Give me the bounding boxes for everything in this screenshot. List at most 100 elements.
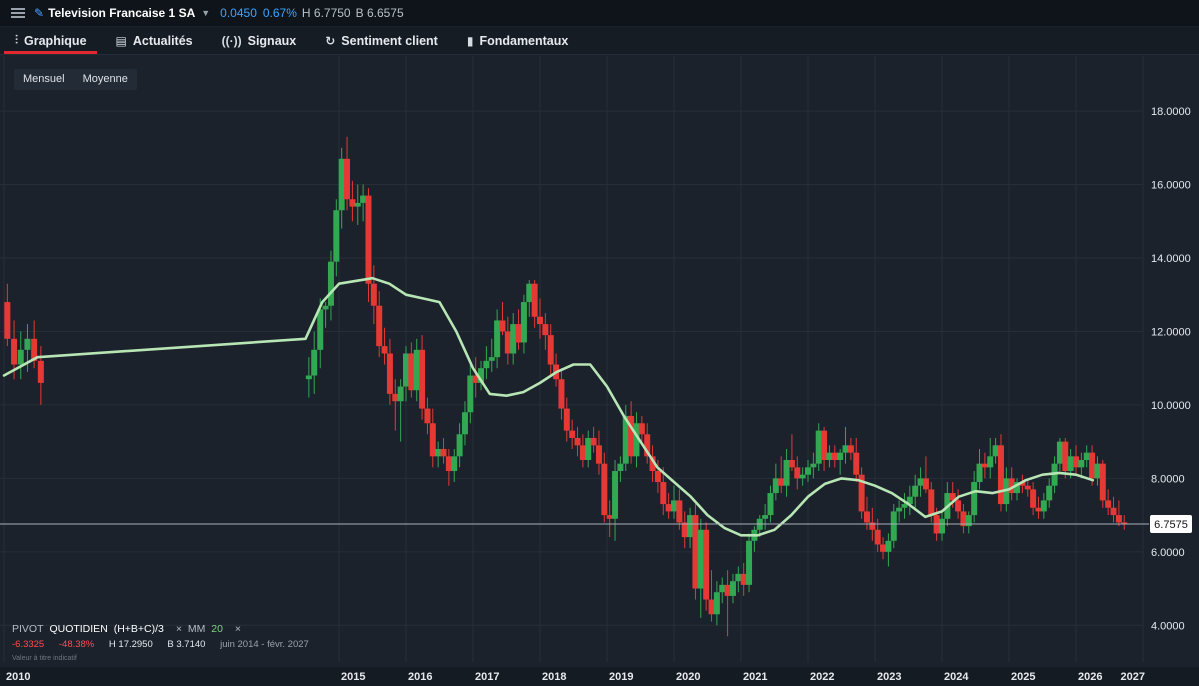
candle-body bbox=[526, 283, 533, 303]
candle-body bbox=[579, 445, 586, 460]
candle-body bbox=[365, 195, 372, 284]
tab-sentiment-client[interactable]: ↻ Sentiment client bbox=[310, 27, 452, 54]
candle bbox=[649, 445, 656, 483]
candle bbox=[922, 456, 929, 494]
tab-actualites[interactable]: ▤ Actualités bbox=[101, 27, 207, 54]
candle-body bbox=[853, 452, 860, 475]
candle bbox=[735, 566, 742, 593]
tab-fondamentaux[interactable]: ▮ Fondamentaux bbox=[452, 27, 583, 54]
candle bbox=[960, 504, 967, 534]
candle bbox=[1110, 496, 1117, 523]
candle-body bbox=[767, 493, 774, 516]
hamburger-menu-icon[interactable] bbox=[11, 8, 25, 18]
candle bbox=[628, 401, 635, 464]
candle-body bbox=[912, 485, 919, 497]
candle bbox=[778, 456, 785, 494]
candle-body bbox=[939, 518, 945, 534]
candle bbox=[563, 397, 570, 442]
candle-body bbox=[971, 482, 978, 516]
candle-body bbox=[638, 423, 645, 435]
candle bbox=[976, 448, 983, 490]
candle-body bbox=[1019, 482, 1026, 486]
candle-body bbox=[917, 478, 924, 486]
candle bbox=[703, 522, 710, 611]
tab-graphique[interactable]: ⫶ Graphique bbox=[0, 27, 101, 54]
candle-body bbox=[831, 452, 838, 460]
pivot-formula: (H+B+C)/3 bbox=[113, 623, 164, 635]
candle-body bbox=[847, 445, 854, 453]
candle bbox=[1078, 452, 1085, 479]
total-change-percent: -48.38% bbox=[58, 639, 95, 650]
candle bbox=[515, 309, 522, 350]
candle-body bbox=[810, 463, 817, 468]
interval-button[interactable]: Mensuel bbox=[23, 73, 65, 85]
candle bbox=[1105, 489, 1112, 516]
ma-label: MM bbox=[187, 623, 206, 635]
candle-body bbox=[24, 338, 31, 350]
candle-body bbox=[949, 493, 956, 501]
pencil-icon[interactable]: ✎ bbox=[34, 6, 45, 20]
candle bbox=[917, 467, 924, 497]
close-icon[interactable]: × bbox=[175, 623, 182, 635]
candle-body bbox=[906, 496, 913, 505]
candle-body bbox=[837, 452, 844, 460]
candle bbox=[644, 423, 651, 464]
tab-signaux[interactable]: ((·)) Signaux bbox=[207, 27, 311, 54]
y-tick-label: 14.0000 bbox=[1151, 253, 1191, 265]
candle bbox=[724, 570, 731, 637]
candle-body bbox=[435, 448, 442, 457]
candle bbox=[633, 412, 640, 468]
candle-body bbox=[456, 434, 463, 457]
candle bbox=[526, 280, 533, 317]
candle bbox=[719, 577, 726, 604]
candle bbox=[671, 485, 677, 519]
candle bbox=[520, 294, 527, 354]
candle-body bbox=[419, 349, 426, 409]
candle bbox=[461, 401, 468, 446]
candle bbox=[767, 485, 774, 523]
chart-type-button[interactable]: Moyenne bbox=[82, 73, 128, 85]
x-tick-label: 2026 bbox=[1078, 671, 1102, 683]
candle-body bbox=[778, 478, 785, 486]
candle bbox=[365, 188, 372, 303]
candle-body bbox=[649, 456, 656, 472]
candle bbox=[370, 265, 377, 325]
candle bbox=[912, 474, 919, 508]
x-axis-band bbox=[0, 667, 1199, 686]
date-range: juin 2014 - févr. 2027 bbox=[220, 639, 309, 650]
chevron-down-icon[interactable]: ▼ bbox=[201, 8, 211, 18]
x-tick-label: 2010 bbox=[6, 671, 30, 683]
candle bbox=[1115, 500, 1122, 527]
candle-body bbox=[338, 158, 345, 211]
candle-body bbox=[628, 415, 635, 457]
candle-body bbox=[1099, 463, 1106, 501]
candle-body bbox=[547, 335, 554, 365]
daily-high: H 6.7750 bbox=[301, 6, 351, 20]
candle-body bbox=[563, 408, 570, 431]
candle-body bbox=[595, 445, 602, 464]
candle-body bbox=[842, 445, 849, 453]
candle bbox=[585, 430, 592, 468]
close-icon[interactable]: × bbox=[234, 623, 242, 635]
candle-body bbox=[922, 478, 929, 490]
candle bbox=[858, 467, 865, 519]
candle-body bbox=[858, 474, 865, 512]
candle-body bbox=[305, 375, 312, 380]
candle-body bbox=[1121, 522, 1128, 524]
last-price-tag bbox=[1150, 514, 1192, 533]
candle bbox=[880, 537, 887, 560]
candle bbox=[837, 448, 844, 475]
candle bbox=[815, 423, 822, 472]
instrument-title[interactable]: Television Francaise 1 SA bbox=[48, 6, 196, 20]
candle-body bbox=[360, 195, 367, 203]
candle-body bbox=[1046, 485, 1053, 501]
daily-low: B 6.6575 bbox=[355, 6, 404, 20]
candle-body bbox=[713, 592, 720, 615]
candle-body bbox=[17, 349, 24, 365]
x-tick-label: 2021 bbox=[743, 671, 767, 683]
candle bbox=[392, 379, 399, 431]
candle-body bbox=[515, 324, 522, 343]
refresh-circle-icon: ↻ bbox=[325, 33, 336, 48]
candle bbox=[660, 467, 667, 516]
